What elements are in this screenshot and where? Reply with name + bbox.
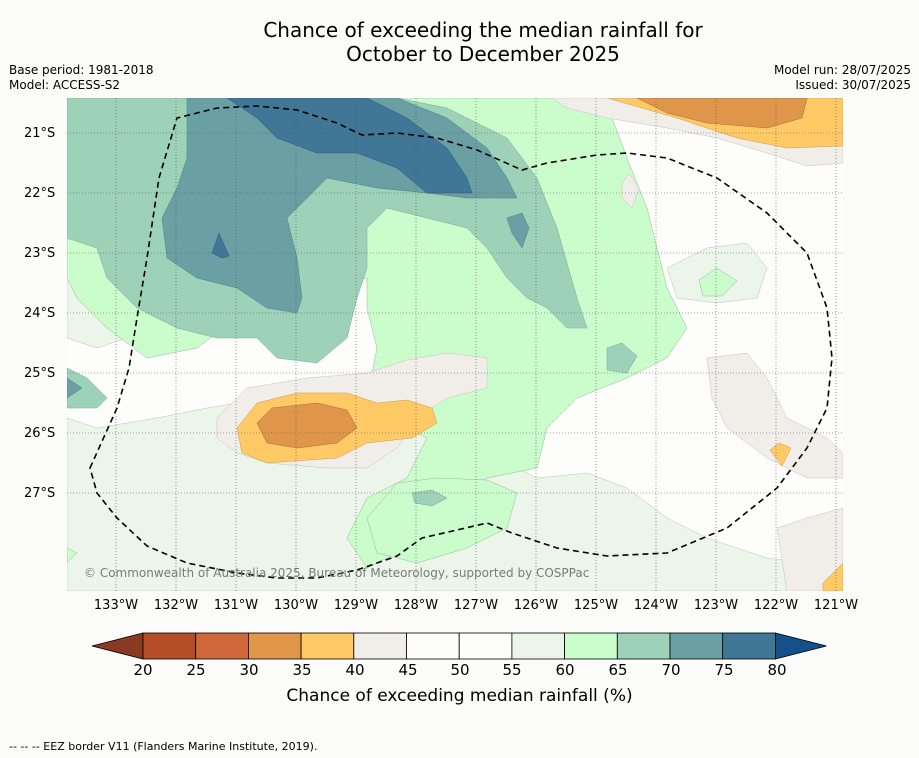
lat-label: 27°S [24, 486, 56, 501]
map-canvas [67, 98, 843, 591]
colorbar-tick: 35 [292, 661, 312, 679]
colorbar-tick: 40 [345, 661, 365, 679]
zone-60-65-south [366, 477, 518, 564]
eez-border [89, 105, 833, 579]
colorbar-tick: 25 [186, 661, 206, 679]
lat-label: 21°S [24, 126, 56, 141]
colorbar-segment [195, 632, 249, 660]
zone-60-65-west [67, 547, 78, 564]
colorbar-segment [406, 632, 460, 660]
eez-footnote: -- -- -- EEZ border V11 (Flanders Marine… [9, 740, 318, 753]
colorbar-tick: 45 [398, 661, 418, 679]
lat-label: 24°S [24, 306, 56, 321]
lat-label: 25°S [24, 366, 56, 381]
zone-30-35 [256, 402, 358, 449]
colorbar-arrow-low [91, 632, 144, 660]
colorbar-segment [722, 632, 776, 660]
colorbar-tick: 30 [239, 661, 259, 679]
lon-label: 126°W [513, 598, 559, 613]
colorbar-tick: 60 [555, 661, 575, 679]
copyright-notice: © Commonwealth of Australia 2025, Bureau… [84, 566, 590, 580]
issued-date: Issued: 30/07/2025 [795, 78, 911, 92]
lon-label: 128°W [393, 598, 439, 613]
colorbar [90, 632, 830, 666]
meta-left: Base period: 1981-2018 Model: ACCESS-S2 [9, 63, 154, 93]
title-line-2: October to December 2025 [346, 42, 620, 66]
lat-label: 22°S [24, 186, 56, 201]
lon-label: 131°W [213, 598, 259, 613]
colorbar-segment [353, 632, 407, 660]
colorbar-segment [142, 632, 197, 660]
zone-65-70-east [606, 342, 638, 374]
colorbar-label: Chance of exceeding median rainfall (%) [286, 686, 633, 706]
colorbar-tick: 70 [661, 661, 681, 679]
meta-right: Model run: 28/07/2025 Issued: 30/07/2025 [774, 63, 911, 93]
lon-label: 133°W [93, 598, 139, 613]
colorbar-segment [564, 632, 618, 660]
zone-70-75-west [67, 377, 83, 399]
lon-label: 124°W [633, 598, 679, 613]
lon-label: 129°W [333, 598, 379, 613]
lon-label: 130°W [273, 598, 319, 613]
model-name: Model: ACCESS-S2 [9, 78, 121, 92]
base-period: Base period: 1981-2018 [9, 63, 154, 77]
zone-75-80-spot [211, 232, 230, 259]
lon-label: 125°W [573, 598, 619, 613]
lon-label: 127°W [453, 598, 499, 613]
zone-65-70-west [67, 367, 108, 409]
colorbar-tick: 80 [767, 661, 787, 679]
zone-40-45-se [776, 507, 843, 591]
colorbar-segment [511, 632, 565, 660]
lon-label: 122°W [753, 598, 799, 613]
zone-40-45-e [706, 352, 843, 479]
lat-label: 26°S [24, 426, 56, 441]
map-title: Chance of exceeding the median rainfall … [0, 18, 919, 66]
colorbar-tick: 50 [450, 661, 470, 679]
lon-label: 121°W [813, 598, 859, 613]
colorbar-segment [616, 632, 671, 660]
zone-35-40-se [822, 562, 843, 591]
model-run: Model run: 28/07/2025 [773, 63, 911, 77]
zone-65-70-south [411, 489, 448, 507]
zone-35-40-e [769, 442, 792, 467]
colorbar-segment [458, 632, 513, 660]
zone-30-35-ne [636, 98, 808, 129]
zone-70-75-north [506, 212, 530, 249]
colorbar-tick: 65 [608, 661, 628, 679]
colorbar-segment [669, 632, 724, 660]
graticule [67, 98, 843, 591]
title-line-1: Chance of exceeding the median rainfall … [263, 18, 703, 42]
colorbar-tick: 20 [133, 661, 153, 679]
zone-60-65-east [698, 267, 738, 297]
lat-label: 23°S [24, 246, 56, 261]
lon-label: 132°W [153, 598, 199, 613]
colorbar-segment [247, 632, 302, 660]
colorbar-tick: 75 [714, 661, 734, 679]
lon-label: 123°W [693, 598, 739, 613]
colorbar-svg [91, 632, 827, 660]
colorbar-arrow-high [775, 632, 827, 660]
zone-40-45-small [621, 172, 640, 209]
colorbar-segment [300, 632, 355, 660]
rainfall-map [67, 98, 843, 591]
colorbar-tick: 55 [502, 661, 522, 679]
